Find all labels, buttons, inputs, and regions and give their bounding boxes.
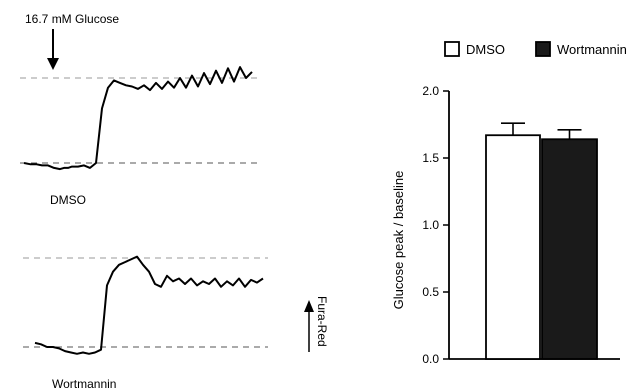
wortmannin-trace <box>23 255 268 355</box>
scale-label: Fura-Red <box>315 296 329 347</box>
legend-label-wortmannin: Wortmannin <box>557 42 627 57</box>
bar-dmso <box>485 134 541 360</box>
dmso-trace <box>20 66 262 171</box>
y-axis-label: Glucose peak / baseline <box>391 171 406 310</box>
stimulus-arrow-icon <box>47 29 59 70</box>
y-tick-label: 1.5 <box>422 151 439 165</box>
bar-wortmannin <box>541 138 598 360</box>
trace-panel: 16.7 mM Glucose DMSO Wortmannin Fura-Red <box>20 12 329 391</box>
bar-chart: DMSO Wortmannin 0.0 0.5 1.0 1.5 2.0 Glucose … <box>391 41 627 366</box>
y-tick-label: 0.5 <box>422 285 439 299</box>
y-tick-label: 1.0 <box>422 218 439 232</box>
legend-label-dmso: DMSO <box>466 42 505 57</box>
wortmannin-trace-label: Wortmannin <box>52 377 116 391</box>
scale-arrow-icon <box>304 300 314 352</box>
legend-swatch-dmso <box>444 41 460 57</box>
trace-line <box>34 255 264 355</box>
y-tick-label: 2.0 <box>422 84 439 98</box>
dmso-trace-label: DMSO <box>50 193 86 207</box>
trace-line <box>23 66 253 171</box>
stimulus-label: 16.7 mM Glucose <box>25 12 119 26</box>
legend: DMSO Wortmannin <box>444 41 627 57</box>
bars <box>485 122 598 360</box>
legend-swatch-wortmannin <box>535 41 551 57</box>
y-tick-label: 0.0 <box>422 352 439 366</box>
